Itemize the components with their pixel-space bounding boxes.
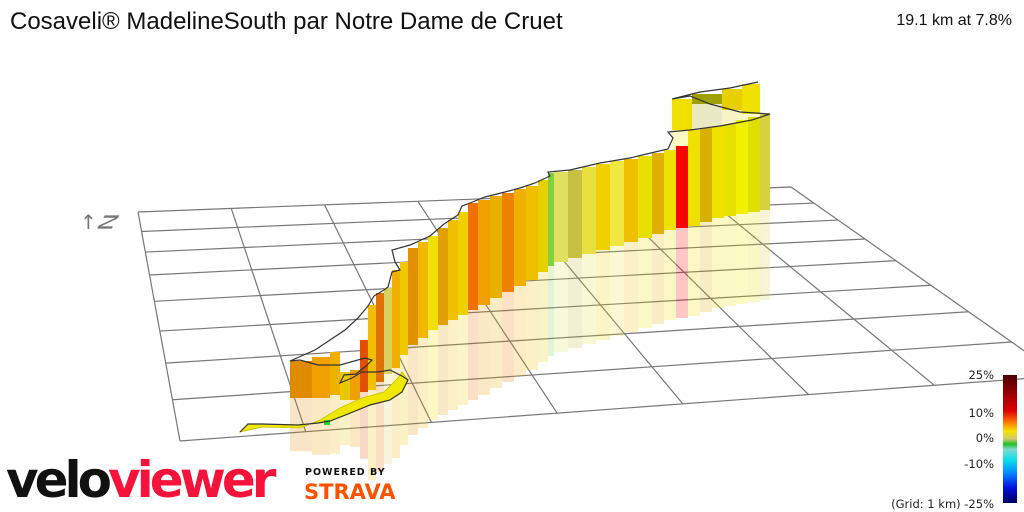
wall-segment [350,370,360,400]
wall-segment [368,305,376,390]
wall-segment [448,220,458,320]
wall-segment [408,248,418,345]
wall-segment [548,173,554,266]
wall-segment [330,352,340,395]
wall-segment [582,167,596,254]
wall-segment [514,189,526,286]
route-stats: 19.1 km at 7.8% [896,12,1012,29]
wall-segment [596,164,610,250]
flat-segment-marker [324,420,330,425]
north-arrow-icon: ↑ [80,210,97,234]
strava-logo[interactable]: STRAVA [304,480,396,504]
wall-segment [438,228,448,325]
wall-segment [736,120,748,214]
wall-segment [688,130,700,226]
wall-segment [624,159,638,242]
wall-segment [676,146,688,228]
wall-segment [568,170,582,258]
wall-segment [400,262,408,355]
wall-segment [418,242,428,338]
wall-segment [722,89,742,110]
route-title: Cosaveli® MadelineSouth par Notre Dame d… [10,8,563,35]
legend-label-grid-minus25: (Grid: 1 km) -25% [891,497,994,511]
wall-segment [538,180,548,272]
wall-segment [712,126,724,218]
wall-segment [360,340,368,392]
gradient-legend: 25% 10% 0% -10% (Grid: 1 km) -25% [880,368,1024,512]
legend-label-25: 25% [968,368,994,382]
route-elevation-line [239,81,771,433]
logo-velo: velo [6,451,112,509]
wall-segment [554,172,568,262]
route-elevation-walls [290,84,770,400]
wall-segment [478,200,490,305]
wall-segment [526,186,538,280]
wall-segment [340,372,350,400]
wall-segment [376,293,384,382]
route-reflection [290,104,770,480]
wall-segment [700,128,712,222]
wall-segment [760,114,770,210]
north-indicator: ↑N [80,210,125,234]
wall-segment [742,84,760,114]
veloviewer-logo[interactable]: veloviewer [6,451,276,509]
wall-segment [384,288,392,374]
wall-segment [664,150,676,230]
wall-segment [748,117,760,212]
powered-by-label: POWERED BY [305,467,386,478]
legend-label-0: 0% [975,431,994,445]
wall-segment [610,161,624,246]
wall-segment [638,156,652,238]
wall-segment [290,361,312,398]
logo-viewer: viewer [108,451,276,509]
wall-segment [392,270,400,368]
gradient-color-scale [1003,375,1017,503]
wall-segment [490,196,502,298]
wall-segment [724,124,736,216]
wall-segment [428,236,438,330]
legend-label-10: 10% [968,406,994,420]
wall-segment [652,153,664,234]
wall-segment [692,94,722,104]
wall-segment [312,357,330,398]
legend-label-minus10: -10% [964,457,994,471]
wall-segment [672,99,692,130]
wall-segment [468,203,478,310]
wall-segment [502,193,514,292]
wall-segment [458,212,468,315]
